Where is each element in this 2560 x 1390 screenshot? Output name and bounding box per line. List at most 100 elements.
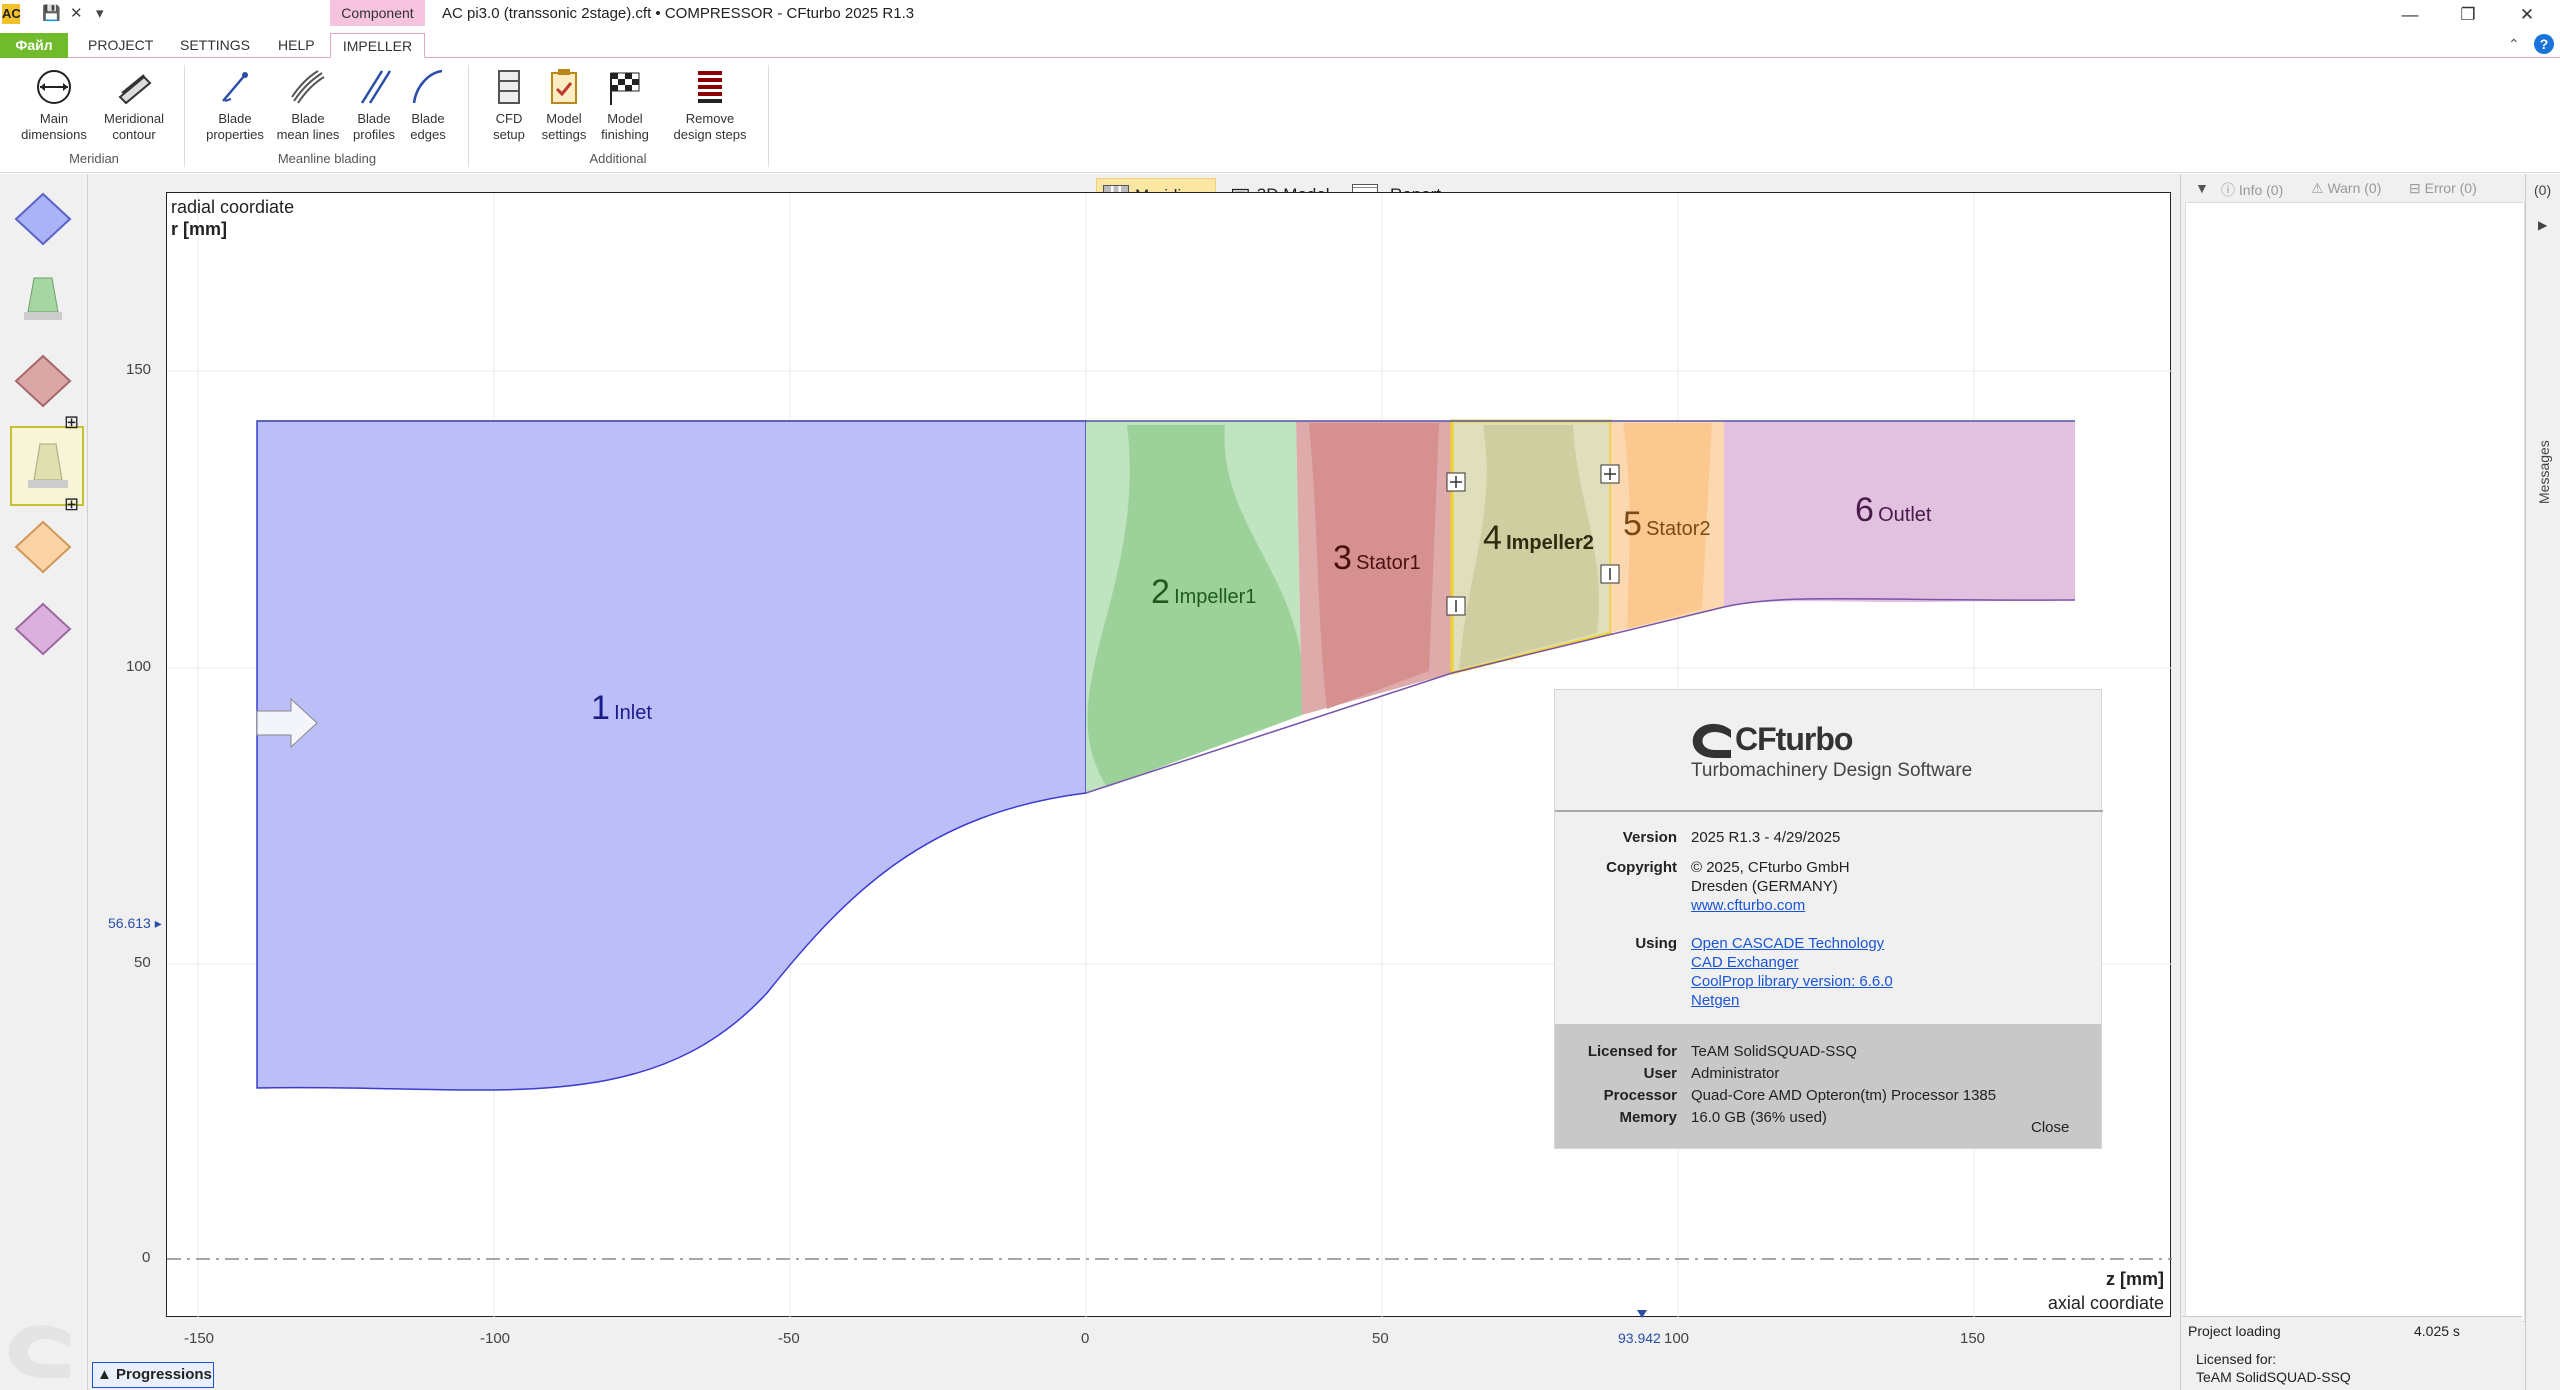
netgen-link[interactable]: Netgen bbox=[1691, 992, 1740, 1009]
info-filter[interactable]: ⓘ Info (0) bbox=[2221, 182, 2284, 198]
resize-handle-icon[interactable] bbox=[1600, 464, 1620, 484]
y-tick-100: 100 bbox=[126, 658, 152, 675]
collapse-ribbon-icon[interactable]: ⌃ bbox=[2508, 36, 2520, 52]
model-settings-button[interactable]: Model settings bbox=[536, 67, 592, 143]
messages-side-label[interactable]: Messages bbox=[2536, 440, 2552, 504]
blade-profiles-label: Blade profiles bbox=[353, 111, 395, 142]
main-dimensions-button[interactable]: Main dimensions bbox=[14, 67, 94, 143]
title-bar: AC 💾 ✕ ▾ Component AC pi3.0 (transsonic … bbox=[0, 0, 2560, 30]
tab-impeller[interactable]: IMPELLER bbox=[330, 33, 425, 58]
inlet-region[interactable] bbox=[256, 420, 1087, 1091]
component-impeller1[interactable] bbox=[10, 266, 76, 332]
blade-profiles-button[interactable]: Blade profiles bbox=[344, 67, 404, 143]
blade-edges-button[interactable]: Blade edges bbox=[402, 67, 454, 143]
blade-properties-label: Blade properties bbox=[206, 111, 264, 142]
meridional-contour-icon bbox=[118, 74, 152, 105]
component-stator2[interactable] bbox=[10, 514, 76, 580]
meridional-plot[interactable]: radial coordiate r [mm] z [mm] axial coo… bbox=[166, 192, 2172, 1318]
add-component-icon[interactable]: ⊞ bbox=[64, 494, 80, 514]
licensed-label: Licensed for bbox=[1587, 1043, 1677, 1060]
meridional-contour-button[interactable]: Meridional contour bbox=[94, 67, 174, 143]
meridional-drawing bbox=[167, 193, 2172, 1318]
memory-label: Memory bbox=[1619, 1109, 1677, 1126]
component-impeller2[interactable] bbox=[10, 426, 84, 506]
opencascade-link[interactable]: Open CASCADE Technology bbox=[1691, 935, 1885, 952]
using-links: Open CASCADE Technology CAD Exchanger Co… bbox=[1691, 934, 1893, 1010]
x-cursor-value[interactable]: 93.942 bbox=[1618, 1330, 1661, 1346]
y-tick-150: 150 bbox=[126, 361, 152, 378]
restore-button[interactable]: ❐ bbox=[2460, 5, 2476, 24]
outlet-region[interactable] bbox=[1724, 421, 2075, 607]
blade-mean-lines-button[interactable]: Blade mean lines bbox=[272, 67, 344, 143]
y-axis-title: radial coordiate bbox=[171, 197, 295, 217]
cfturbo-watermark-logo bbox=[8, 1325, 70, 1378]
model-settings-icon bbox=[551, 69, 577, 104]
component-outlet[interactable] bbox=[10, 596, 76, 662]
x-axis-unit: z [mm] bbox=[2106, 1269, 2164, 1289]
x-tick-150: 150 bbox=[1960, 1330, 1986, 1347]
impeller2-blade bbox=[1459, 425, 1600, 669]
save-icon[interactable]: 💾 bbox=[42, 5, 61, 22]
window-title: AC pi3.0 (transsonic 2stage).cft • COMPR… bbox=[442, 5, 915, 22]
resize-handle-icon[interactable] bbox=[1446, 472, 1466, 492]
brand-tagline: Turbomachinery Design Software bbox=[1691, 760, 1973, 781]
main-dimensions-icon bbox=[37, 70, 71, 104]
tab-settings[interactable]: SETTINGS bbox=[180, 37, 251, 53]
close-doc-icon[interactable]: ✕ bbox=[70, 5, 83, 22]
help-icon[interactable]: ? bbox=[2534, 34, 2554, 54]
blade-edges-label: Blade edges bbox=[410, 111, 446, 142]
component-inlet[interactable] bbox=[10, 186, 76, 252]
warn-filter[interactable]: ⚠ Warn (0) bbox=[2311, 180, 2382, 196]
blade-edges-icon bbox=[412, 69, 443, 104]
status-task: Project loading bbox=[2188, 1323, 2281, 1339]
stator2-blade bbox=[1623, 423, 1712, 629]
tab-file[interactable]: Файл bbox=[0, 33, 68, 58]
close-window-button[interactable]: ✕ bbox=[2519, 5, 2535, 24]
dialog-divider bbox=[1555, 810, 2103, 812]
messages-strip: (0) ▶ Messages bbox=[2525, 174, 2560, 1390]
quick-access-dropdown-icon[interactable]: ▾ bbox=[96, 5, 104, 22]
blade-properties-icon bbox=[222, 72, 248, 102]
component-label-stator1: 3 Stator1 bbox=[1333, 539, 1421, 577]
website-link[interactable]: www.cfturbo.com bbox=[1691, 897, 1806, 914]
x-cursor-marker[interactable] bbox=[1637, 1310, 1647, 1318]
resize-handle-icon[interactable] bbox=[1446, 596, 1466, 616]
progressions-label: Progressions bbox=[116, 1366, 212, 1383]
inlet-diamond-icon bbox=[14, 192, 72, 246]
progressions-toggle[interactable]: ▲ Progressions bbox=[92, 1362, 214, 1388]
error-filter[interactable]: ⊟ Error (0) bbox=[2409, 180, 2477, 196]
y-cursor-value[interactable]: 56.613 ▸ bbox=[108, 915, 162, 931]
x-axis-title: axial coordiate bbox=[2047, 1293, 2164, 1313]
close-about-button[interactable]: Close bbox=[2031, 1119, 2070, 1136]
x-tick-50: 50 bbox=[1372, 1330, 1389, 1347]
cad-exchanger-link[interactable]: CAD Exchanger bbox=[1691, 954, 1799, 971]
blade-properties-button[interactable]: Blade properties bbox=[196, 67, 274, 143]
model-finishing-label: Model finishing bbox=[601, 111, 649, 142]
tab-help[interactable]: HELP bbox=[278, 37, 315, 53]
resize-handle-icon[interactable] bbox=[1600, 564, 1620, 584]
stator1-blade bbox=[1309, 423, 1439, 709]
license-block: Licensed for TeAM SolidSQUAD-SSQ User Ad… bbox=[1555, 1024, 2101, 1148]
status-licensed-label: Licensed for: bbox=[2196, 1351, 2277, 1367]
add-component-icon[interactable]: ⊞ bbox=[64, 412, 80, 432]
remove-design-steps-label: Remove design steps bbox=[673, 111, 747, 142]
model-finishing-button[interactable]: Model finishing bbox=[592, 67, 658, 143]
cfd-setup-button[interactable]: CFD setup bbox=[482, 67, 536, 143]
blade-profiles-icon bbox=[360, 70, 392, 104]
impeller-icon bbox=[28, 443, 68, 488]
filter-icon[interactable]: ▼ bbox=[2195, 180, 2209, 196]
expand-arrow-icon[interactable]: ▶ bbox=[2538, 218, 2548, 232]
processor-value: Quad-Core AMD Opteron(tm) Processor 1385 bbox=[1691, 1087, 1997, 1104]
brand-name: CFturbo bbox=[1735, 720, 1853, 757]
coolprop-link[interactable]: CoolProp library version: 6.6.0 bbox=[1691, 973, 1893, 990]
remove-design-steps-button[interactable]: Remove design steps bbox=[662, 67, 758, 143]
minimize-button[interactable]: — bbox=[2401, 5, 2419, 24]
licensed-value: TeAM SolidSQUAD-SSQ bbox=[1691, 1043, 1857, 1060]
version-value: 2025 R1.3 - 4/29/2025 bbox=[1691, 829, 1841, 846]
status-area: Project loading 4.025 s Licensed for: Te… bbox=[2182, 1316, 2522, 1390]
component-stator1[interactable] bbox=[10, 348, 76, 414]
tab-project[interactable]: PROJECT bbox=[88, 37, 154, 53]
app-logo-icon: AC bbox=[2, 4, 21, 24]
group-label-meridian: Meridian bbox=[69, 151, 119, 166]
flow-direction-arrow bbox=[256, 697, 318, 749]
